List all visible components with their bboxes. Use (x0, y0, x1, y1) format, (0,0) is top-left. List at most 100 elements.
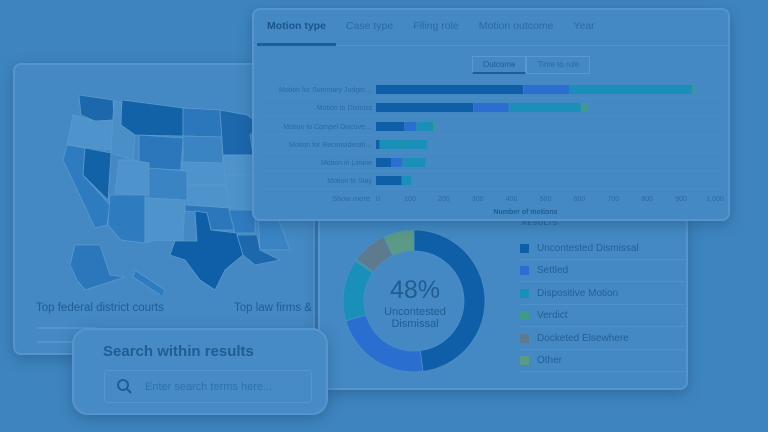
category-label: Motion to Stay (327, 178, 372, 185)
legend-swatch (520, 266, 529, 276)
state-co (148, 167, 188, 201)
x-tick-label: 800 (641, 196, 653, 203)
x-tick-label: 900 (675, 196, 687, 203)
bar-segment[interactable] (376, 85, 523, 94)
state-ne (180, 161, 228, 186)
legend-label: Other (537, 355, 563, 366)
toggle-outcome[interactable]: Outcome (472, 56, 527, 74)
legend-swatch (520, 311, 529, 321)
x-tick-label: 500 (540, 196, 552, 203)
category-label: Motion to Dismiss (317, 105, 373, 112)
state-wa (78, 94, 115, 122)
motion-chart-card: Motion type Case type Filing role Motion… (252, 8, 730, 221)
legend-title: RESULTS (522, 220, 558, 227)
donut-slice[interactable] (383, 229, 415, 257)
bar-segment[interactable] (509, 103, 581, 112)
legend-item[interactable]: Dispositive Motion (520, 283, 685, 305)
state-nv (82, 147, 112, 201)
state-or (66, 114, 115, 151)
x-tick-label: 200 (438, 196, 450, 203)
bar-segment[interactable] (380, 140, 428, 149)
legend-item[interactable]: Verdict (520, 305, 685, 328)
legend-item[interactable]: Docketed Elsewhere (520, 328, 685, 350)
x-tick-label: 300 (472, 196, 484, 203)
state-la (236, 234, 282, 266)
bar-segment[interactable] (391, 158, 403, 167)
tab-motion-outcome[interactable]: Motion outcome (478, 20, 554, 32)
donut-slice[interactable] (413, 229, 486, 372)
bar-segment[interactable] (376, 103, 474, 112)
donut-center-label: Uncontested Dismissal (360, 306, 470, 330)
bar-segment[interactable] (376, 176, 402, 185)
legend-item[interactable]: Uncontested Dismissal (520, 238, 685, 260)
bar-segment[interactable] (581, 103, 588, 112)
legend-label: Settled (537, 265, 569, 277)
bar-segment[interactable] (376, 122, 405, 131)
category-label: Motion for Reconsiderati… (289, 142, 372, 149)
bar-segment[interactable] (404, 122, 417, 131)
legend-item[interactable]: Other (520, 350, 685, 372)
state-nm (144, 197, 186, 244)
tab-case-type[interactable]: Case type (345, 20, 394, 32)
x-tick-label: 600 (574, 196, 586, 203)
legend-swatch (520, 333, 529, 343)
category-label: Motion in Limine (321, 160, 372, 167)
center-label-line1: Uncontested (384, 306, 446, 318)
state-ut (114, 159, 150, 196)
state-nd (182, 107, 223, 138)
donut-chart (342, 229, 486, 373)
legend-item[interactable]: Settled (520, 260, 685, 283)
search-input[interactable] (145, 380, 305, 393)
x-tick-label: 100 (404, 196, 416, 203)
bar-segment[interactable] (433, 122, 436, 131)
divider (37, 327, 97, 329)
divider (37, 341, 97, 343)
legend-label: Uncontested Dismissal (537, 243, 639, 254)
donut-center-value: 48% (389, 276, 441, 304)
bar-segment[interactable] (376, 158, 392, 167)
search-icon (117, 378, 132, 394)
state-ks (186, 184, 230, 209)
x-tick-label: 0 (376, 196, 380, 203)
toggle-time-to-rule[interactable]: Time to rule (526, 56, 591, 74)
tab-filing-role[interactable]: Filing role (413, 20, 459, 32)
view-toggle: Outcome Time to rule (472, 56, 591, 74)
bar-segment[interactable] (402, 176, 412, 185)
top-district-courts-label: Top federal district courts (36, 302, 164, 314)
state-ak (69, 244, 126, 291)
stacked-bar-chart: Motion for Summary Judgm… Motion to Dismi… (264, 85, 724, 216)
search-box[interactable] (104, 370, 312, 403)
bar-segment[interactable] (376, 140, 380, 149)
legend-label: Dispositive Motion (537, 287, 619, 299)
state-sd (182, 135, 224, 164)
results-donut-card: 48% Uncontested Dismissal RESULTS Uncont… (318, 214, 688, 390)
state-ar (228, 209, 256, 234)
bar-segment[interactable] (692, 85, 695, 94)
bar-segment[interactable] (416, 122, 434, 131)
tab-year[interactable]: Year (573, 20, 595, 32)
state-ia (222, 154, 256, 176)
bar-segment[interactable] (473, 103, 509, 112)
bar-segment[interactable] (523, 85, 570, 94)
legend-swatch (520, 244, 529, 253)
x-tick-label: 700 (607, 196, 619, 203)
state-az (107, 194, 146, 244)
x-axis-label: Number of motions (493, 209, 557, 216)
top-law-firms-label: Top law firms & (234, 302, 312, 314)
legend-label: Verdict (537, 310, 568, 322)
category-label: Motion to Compel Discove… (283, 124, 372, 131)
state-mt (120, 99, 184, 137)
x-tick-label: 1,000 (706, 196, 724, 203)
tab-motion-type[interactable]: Motion type (257, 10, 336, 46)
bar-segment[interactable] (402, 158, 426, 167)
search-title: Search within results (103, 343, 254, 360)
show-more-link[interactable]: Show more (332, 194, 370, 203)
us-choropleth-map[interactable] (15, 65, 315, 295)
search-card: Search within results (72, 328, 328, 415)
x-tick-label: 400 (506, 196, 518, 203)
legend-swatch (520, 288, 529, 298)
category-label: Motion for Summary Judgm… (279, 87, 372, 94)
state-hi (132, 269, 166, 295)
state-tx (169, 210, 244, 291)
bar-segment[interactable] (569, 85, 693, 94)
